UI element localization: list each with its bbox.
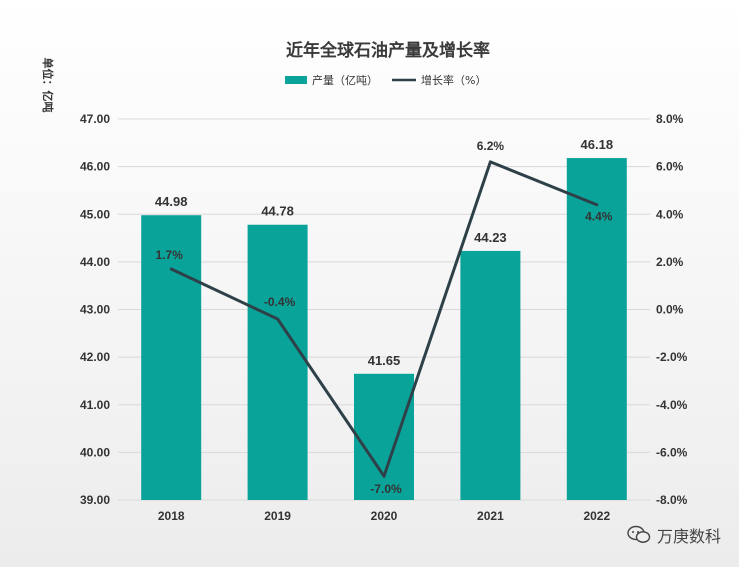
bar [141,215,202,500]
bar [566,158,627,501]
left-axis-tick-label: 39.00 [80,493,110,507]
left-axis-tick-label: 40.00 [80,445,110,459]
bar [354,373,414,500]
right-axis-tick-label: -8.0% [656,493,688,507]
bar [247,224,308,501]
unit-label: 单位：亿吨 [41,58,55,113]
bar-value-label: 44.23 [474,230,507,245]
bar-value-label: 46.18 [581,137,614,152]
chat-bubble-icon [627,525,651,543]
left-axis-tick-label: 41.00 [80,398,110,412]
legend-line-label: 增长率（%） [421,73,486,87]
right-axis-tick-label: 4.0% [656,207,684,221]
growth-rate-label: -7.0% [370,482,402,496]
growth-rate-point [276,317,280,321]
left-axis-tick-label: 44.00 [80,255,110,269]
growth-rate-label: -0.4% [264,295,296,309]
right-axis-tick-label: 2.0% [656,255,684,269]
bar-value-label: 44.98 [155,194,188,209]
watermark: 万庚数科 [627,523,721,547]
growth-rate-label: 4.4% [585,210,613,224]
growth-rate-point [169,267,173,271]
left-axis-tick-label: 47.00 [80,112,110,126]
bar [460,250,521,500]
growth-rate-label: 6.2% [477,139,505,153]
growth-rate-point [382,474,386,478]
right-axis-tick-label: -2.0% [656,350,688,364]
x-axis-tick-label: 2019 [264,509,291,523]
x-axis-tick-label: 2022 [583,509,610,523]
left-axis-tick-label: 46.00 [80,160,110,174]
right-axis-tick-label: -4.0% [656,398,688,412]
left-axis-tick-label: 43.00 [80,303,110,317]
growth-rate-point [488,160,492,164]
right-axis-tick-label: 0.0% [656,303,684,317]
legend-bar-label: 产量（亿吨） [312,73,378,87]
right-axis-tick-label: -6.0% [656,445,688,459]
chart-title: 近年全球石油产量及增长率 [286,40,490,61]
x-axis-tick-label: 2018 [158,509,185,523]
legend-bar-swatch [285,76,307,84]
right-axis-tick-label: 6.0% [656,160,684,174]
growth-rate-point [595,203,599,207]
bar-value-label: 41.65 [368,353,401,368]
watermark-text: 万庚数科 [656,527,721,546]
bar-value-label: 44.78 [261,204,294,219]
x-axis-tick-label: 2020 [371,509,398,523]
growth-rate-label: 1.7% [156,248,184,262]
x-axis-tick-label: 2021 [477,509,504,523]
left-axis-tick-label: 42.00 [80,350,110,364]
left-axis-tick-label: 45.00 [80,207,110,221]
right-axis-tick-label: 8.0% [656,112,684,126]
